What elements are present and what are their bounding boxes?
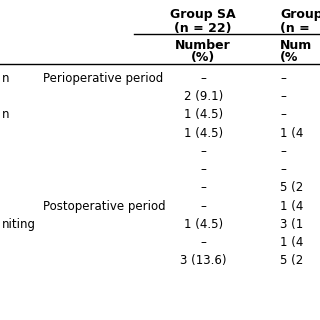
Text: –: – — [200, 236, 206, 249]
Text: 1 (4: 1 (4 — [280, 127, 303, 140]
Text: –: – — [280, 72, 286, 85]
Text: (%: (% — [280, 51, 298, 64]
Text: niting: niting — [2, 218, 36, 231]
Text: 1 (4.5): 1 (4.5) — [184, 127, 223, 140]
Text: 1 (4.5): 1 (4.5) — [184, 108, 223, 122]
Text: –: – — [280, 108, 286, 122]
Text: 2 (9.1): 2 (9.1) — [184, 90, 223, 103]
Text: (n =: (n = — [280, 22, 310, 36]
Text: –: – — [200, 163, 206, 176]
Text: 3 (1: 3 (1 — [280, 218, 303, 231]
Text: –: – — [280, 163, 286, 176]
Text: n: n — [2, 108, 9, 122]
Text: (n = 22): (n = 22) — [174, 22, 232, 36]
Text: n: n — [2, 72, 9, 85]
Text: 1 (4: 1 (4 — [280, 236, 303, 249]
Text: 3 (13.6): 3 (13.6) — [180, 254, 227, 268]
Text: Group: Group — [280, 8, 320, 21]
Text: Num: Num — [280, 39, 312, 52]
Text: Postoperative period: Postoperative period — [43, 200, 166, 213]
Text: 1 (4: 1 (4 — [280, 200, 303, 213]
Text: –: – — [200, 145, 206, 158]
Text: –: – — [200, 72, 206, 85]
Text: –: – — [200, 181, 206, 195]
Text: –: – — [280, 145, 286, 158]
Text: –: – — [280, 90, 286, 103]
Text: (%): (%) — [191, 51, 215, 64]
Text: –: – — [200, 200, 206, 213]
Text: 5 (2: 5 (2 — [280, 181, 303, 195]
Text: Group SA: Group SA — [170, 8, 236, 21]
Text: Number: Number — [175, 39, 231, 52]
Text: 5 (2: 5 (2 — [280, 254, 303, 268]
Text: Perioperative period: Perioperative period — [43, 72, 164, 85]
Text: 1 (4.5): 1 (4.5) — [184, 218, 223, 231]
